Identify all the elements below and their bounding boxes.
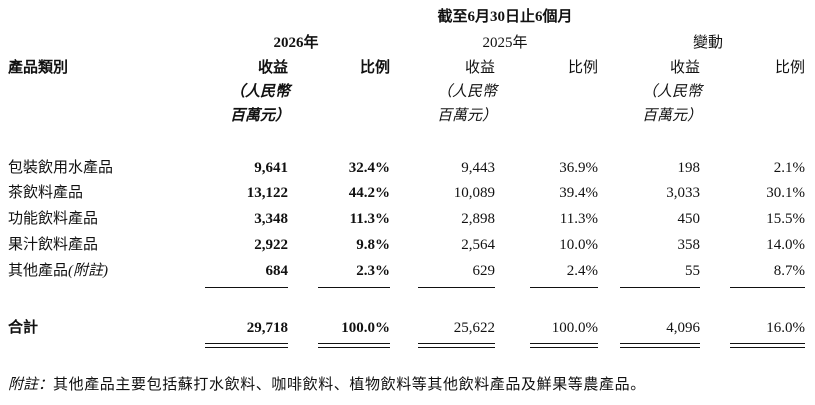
cell: 2,564 (461, 237, 495, 253)
group-heading: 變動 (692, 35, 724, 51)
rule (620, 343, 700, 344)
column-heading: 比例 (359, 60, 390, 76)
rule (730, 287, 805, 288)
cell: 450 (677, 211, 701, 227)
rule (205, 287, 288, 288)
total-cell: 25,622 (453, 320, 495, 336)
cell: 36.9% (559, 160, 598, 176)
cell: 44.2% (348, 185, 390, 201)
rule (205, 343, 288, 344)
cell: 2.3% (356, 263, 390, 279)
cell: 13,122 (246, 185, 288, 201)
rule (620, 287, 700, 288)
cell: 8.7% (773, 263, 805, 279)
total-cell: 16.0% (766, 320, 805, 336)
rule (620, 347, 700, 348)
rule (730, 343, 805, 344)
cell: 9.8% (356, 237, 390, 253)
cell: 3,033 (666, 185, 700, 201)
column-heading: 收益 (669, 60, 700, 76)
cell: 15.5% (766, 211, 805, 227)
cell: 2.1% (773, 160, 805, 176)
unit-line: 百萬元） (436, 108, 497, 124)
cell: 9,443 (461, 160, 495, 176)
total-cell: 100.0% (551, 320, 598, 336)
unit-line: （人民幣 (436, 84, 497, 100)
rule (530, 343, 598, 344)
cell: 14.0% (766, 237, 805, 253)
cell: 32.4% (348, 160, 390, 176)
cell: 39.4% (559, 185, 598, 201)
period: 截至6月30日止6個月 (437, 9, 573, 25)
group-heading: 2026年 (273, 35, 319, 51)
unit-line: 百萬元） (641, 108, 702, 124)
row-name: 功能飲料產品 (8, 211, 99, 227)
unit-line: 百萬元） (229, 108, 290, 124)
total-cell: 100.0% (341, 320, 390, 336)
cell: 358 (677, 237, 701, 253)
rule (318, 343, 390, 344)
footnote-label: 附註： (8, 377, 54, 393)
row-name: 包裝飲用水產品 (8, 160, 114, 176)
row-name: 茶飲料產品 (8, 185, 84, 201)
unit-line: （人民幣 (641, 84, 702, 100)
row-name: 其他產品 (8, 263, 69, 279)
rule (418, 347, 495, 348)
cell: 10,089 (453, 185, 495, 201)
total-cell: 29,718 (246, 320, 288, 336)
cell: 9,641 (254, 160, 288, 176)
rule (530, 287, 598, 288)
cell: 2.4% (566, 263, 598, 279)
cell: 30.1% (766, 185, 805, 201)
column-heading: 收益 (464, 60, 495, 76)
total-cell: 4,096 (666, 320, 700, 336)
cell: 2,898 (461, 211, 495, 227)
cell: 198 (677, 160, 701, 176)
rule (530, 347, 598, 348)
column-heading: 比例 (567, 60, 598, 76)
rule (418, 343, 495, 344)
column-heading: 比例 (774, 60, 805, 76)
category-label: 產品類別 (8, 60, 69, 76)
cell: 3,348 (254, 211, 288, 227)
cell: 2,922 (254, 237, 288, 253)
rule (418, 287, 495, 288)
column-heading: 收益 (257, 60, 288, 76)
rule (205, 347, 288, 348)
rule (730, 347, 805, 348)
cell: 10.0% (559, 237, 598, 253)
row-name: 果汁飲料產品 (8, 237, 99, 253)
row-name-note: (附註) (68, 263, 108, 279)
cell: 629 (472, 263, 496, 279)
footnote-text: 其他產品主要包括蘇打水飲料、咖啡飲料、植物飲料等其他飲料產品及鮮果等農產品。 (53, 377, 646, 393)
cell: 11.3% (559, 211, 598, 227)
cell: 55 (685, 263, 700, 279)
rule (318, 287, 390, 288)
total-name: 合計 (8, 320, 39, 336)
group-heading: 2025年 (482, 35, 528, 51)
rule (318, 347, 390, 348)
cell: 684 (265, 263, 289, 279)
unit-line: （人民幣 (229, 84, 290, 100)
cell: 11.3% (349, 211, 390, 227)
